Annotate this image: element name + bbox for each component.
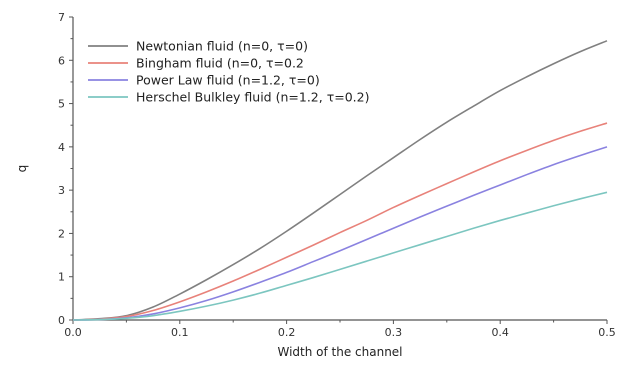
- series-lines: [72, 40, 608, 321]
- series-line-1: [72, 40, 608, 321]
- series-line-4: [72, 191, 608, 321]
- x-tick-label: 0.4: [491, 326, 509, 339]
- x-tick-label: 0.3: [385, 326, 403, 339]
- legend-label-3: Power Law fluid (n=1.2, τ=0): [136, 73, 320, 88]
- x-tick-label: 0.1: [171, 326, 189, 339]
- y-tick-label: 5: [58, 98, 65, 111]
- series-line-3: [72, 146, 608, 321]
- x-tick-label: 0.5: [598, 326, 616, 339]
- x-axis-ticks: 0.0 0.1 0.2 0.3 0.4 0.5: [64, 320, 616, 339]
- y-tick-label: 4: [58, 141, 65, 154]
- y-tick-label: 7: [58, 11, 65, 24]
- legend-label-4: Herschel Bulkley fluid (n=1.2, τ=0.2): [136, 90, 369, 105]
- legend-label-1: Newtonian fluid (n=0, τ=0): [136, 39, 308, 54]
- y-tick-label: 3: [58, 184, 65, 197]
- legend-label-2: Bingham fluid (n=0, τ=0.2: [136, 56, 304, 71]
- y-tick-label: 2: [58, 227, 65, 240]
- y-tick-label: 0: [58, 314, 65, 327]
- x-tick-label: 0.2: [278, 326, 296, 339]
- x-tick-label: 0.0: [64, 326, 82, 339]
- y-axis-label: q: [15, 165, 29, 173]
- y-tick-label: 6: [58, 54, 65, 67]
- legend: Newtonian fluid (n=0, τ=0) Bingham fluid …: [88, 39, 369, 105]
- y-axis-ticks: 0 1 2 3 4 5 6 7: [58, 11, 73, 327]
- y-tick-label: 1: [58, 271, 65, 284]
- series-line-2: [72, 122, 608, 321]
- x-axis-label: Width of the channel: [277, 345, 402, 359]
